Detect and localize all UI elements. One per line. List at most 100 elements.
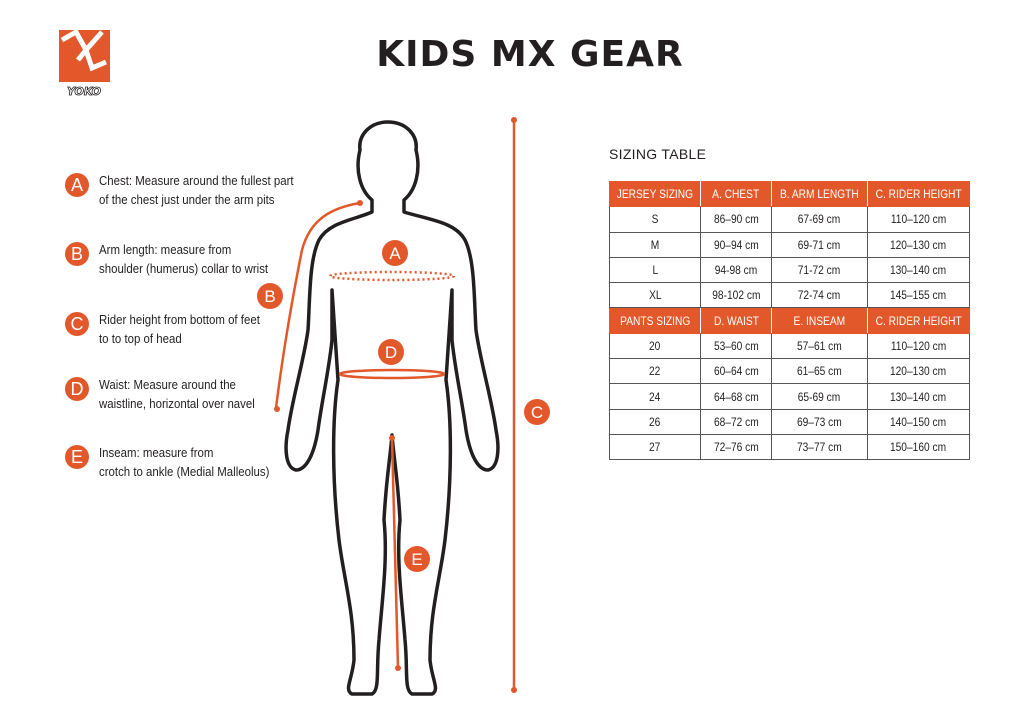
cell-text: D. WAIST — [713, 313, 759, 328]
cell-text: 130–140 cm — [890, 389, 947, 404]
cell-text: A. CHEST — [712, 187, 760, 202]
badge-b: B — [65, 242, 89, 266]
table-row: L 94-98 cm 71-72 cm 130–140 cm — [609, 256, 971, 284]
cell-text: 69–73 cm — [796, 414, 842, 429]
header-cell: D. WAIST — [699, 307, 773, 334]
table-cell: 72-74 cm — [771, 282, 868, 309]
cell-text: 61–65 cm — [796, 364, 842, 379]
table-row: M 90–94 cm 69-71 cm 120–130 cm — [609, 231, 971, 258]
cell-text: 64–68 cm — [713, 389, 759, 404]
waist-measure-line — [338, 368, 446, 380]
cell-text: 90–94 cm — [713, 237, 759, 252]
table-cell: 69–73 cm — [771, 408, 868, 435]
table-cell: 61–65 cm — [771, 358, 868, 385]
table-cell: 90–94 cm — [699, 231, 773, 258]
cell-text: 27 — [649, 440, 661, 455]
sizing-table: JERSEY SIZING A. CHEST B. ARM LENGTH C. RID… — [609, 180, 971, 461]
legend-text: Chest: Measure around the fullest part — [99, 173, 294, 188]
table-cell: M — [609, 231, 701, 258]
cell-text: 110–120 cm — [890, 338, 947, 353]
legend-text: Inseam: measure from — [99, 445, 214, 460]
cell-text: 67-69 cm — [798, 212, 841, 227]
table-cell: 110–120 cm — [866, 206, 971, 233]
svg-text:YOKO: YOKO — [67, 85, 101, 98]
cell-text: 69-71 cm — [798, 237, 841, 252]
marker-e: E — [404, 546, 430, 572]
table-cell: 22 — [609, 358, 701, 385]
cell-text: 120–130 cm — [890, 237, 947, 252]
cell-text: 130–140 cm — [890, 263, 947, 278]
cell-text: 150–160 cm — [890, 440, 947, 455]
page-title: KIDS MX GEAR — [376, 34, 684, 75]
table-row: 20 53–60 cm 57–61 cm 110–120 cm — [609, 332, 971, 360]
header-cell: B. ARM LENGTH — [771, 180, 868, 208]
table-cell: 120–130 cm — [866, 358, 971, 385]
legend-item-waist: D Waist: Measure around the waistline, ho… — [65, 375, 276, 413]
table-row: XL 98-102 cm 72-74 cm 145–155 cm — [609, 282, 971, 309]
svg-text:E: E — [411, 550, 422, 569]
table-cell: 140–150 cm — [866, 408, 971, 435]
header-cell: JERSEY SIZING — [609, 180, 701, 208]
cell-text: E. INSEAM — [793, 313, 846, 328]
cell-text: 71-72 cm — [798, 263, 841, 278]
cell-text: 53–60 cm — [713, 338, 759, 353]
legend-text: of the chest just under the arm pits — [99, 192, 275, 207]
marker-a: A — [382, 240, 408, 266]
cell-text: 26 — [649, 414, 661, 429]
body-outline — [284, 120, 500, 696]
cell-text: 57–61 cm — [796, 338, 842, 353]
legend-item-height: C Rider height from bottom of feet to to … — [65, 310, 282, 348]
table-row: 24 64–68 cm 65-69 cm 130–140 cm — [609, 383, 971, 410]
marker-d: D — [378, 339, 404, 365]
cell-text: S — [651, 212, 659, 227]
chest-measure-line — [328, 270, 456, 282]
table-row: 22 60–64 cm 61–65 cm 120–130 cm — [609, 358, 971, 385]
badge-a: A — [65, 173, 89, 197]
table-cell: 57–61 cm — [771, 332, 868, 360]
yoko-logo: YOKO — [59, 28, 110, 98]
jersey-header-row: JERSEY SIZING A. CHEST B. ARM LENGTH C. RID… — [609, 180, 971, 208]
table-cell: S — [609, 206, 701, 233]
header-cell: PANTS SIZING — [609, 307, 701, 334]
table-cell: 64–68 cm — [699, 383, 773, 410]
table-cell: 68–72 cm — [699, 408, 773, 435]
inseam-measure-line — [390, 437, 400, 669]
legend-item-chest: A Chest: Measure around the fullest part… — [65, 171, 320, 209]
table-row: S 86–90 cm 67-69 cm 110–120 cm — [609, 206, 971, 233]
table-cell: 24 — [609, 383, 701, 410]
header-cell: C. RIDER HEIGHT — [866, 307, 971, 334]
table-cell: XL — [609, 282, 701, 309]
badge-e: E — [65, 445, 89, 469]
legend-item-arm: B Arm length: measure from shoulder (hume… — [65, 240, 291, 278]
cell-text: PANTS SIZING — [619, 313, 690, 328]
pants-header-row: PANTS SIZING D. WAIST E. INSEAM C. RIDER HE… — [609, 307, 971, 334]
cell-text: 86–90 cm — [713, 212, 759, 227]
cell-text: L — [652, 263, 658, 278]
svg-text:C: C — [531, 403, 543, 422]
cell-text: 120–130 cm — [890, 364, 947, 379]
table-cell: 120–130 cm — [866, 231, 971, 258]
table-cell: 71-72 cm — [771, 256, 868, 284]
cell-text: 60–64 cm — [713, 364, 759, 379]
table-cell: 110–120 cm — [866, 332, 971, 360]
header-cell: C. RIDER HEIGHT — [866, 180, 971, 208]
cell-text: 94-98 cm — [714, 263, 758, 278]
table-cell: 98-102 cm — [699, 282, 773, 309]
table-cell: 65-69 cm — [771, 383, 868, 410]
svg-text:A: A — [389, 244, 401, 263]
header-cell: E. INSEAM — [771, 307, 868, 334]
legend-text: waistline, horizontal over navel — [99, 396, 255, 411]
table-cell: 26 — [609, 408, 701, 435]
table-row: 27 72–76 cm 73–77 cm 150–160 cm — [609, 433, 971, 461]
cell-text: 110–120 cm — [890, 212, 947, 227]
sizing-table-title: SIZING TABLE — [609, 146, 707, 162]
marker-c: C — [524, 399, 550, 425]
table-cell: 67-69 cm — [771, 206, 868, 233]
table-cell: 60–64 cm — [699, 358, 773, 385]
header-cell: A. CHEST — [699, 180, 773, 208]
legend-text: Waist: Measure around the — [99, 377, 236, 392]
cell-text: C. RIDER HEIGHT — [875, 313, 962, 328]
table-cell: L — [609, 256, 701, 284]
cell-text: 72-74 cm — [798, 288, 841, 303]
